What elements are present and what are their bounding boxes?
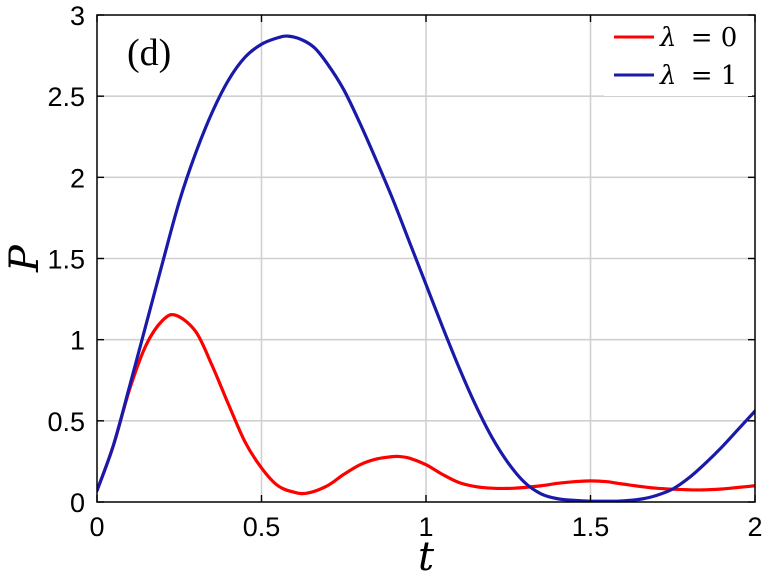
y-tick-label: 2.5 xyxy=(47,82,85,112)
legend-label-lambda-1: λ = 1 xyxy=(659,61,737,91)
y-tick-label: 1 xyxy=(70,326,85,356)
y-tick-label: 2 xyxy=(70,163,85,193)
legend-symbol: λ xyxy=(659,23,676,53)
tick-labels: 0 0.5 1 1.5 2 0 0.5 1 1.5 2 2.5 3 xyxy=(47,1,762,542)
x-tick-label: 1 xyxy=(418,512,433,542)
legend-entry: λ = 0 xyxy=(614,23,737,53)
y-tick-label: 3 xyxy=(70,1,85,31)
tick-marks xyxy=(96,14,756,503)
grid-lines xyxy=(97,15,755,502)
x-tick-label: 0.5 xyxy=(243,512,281,542)
legend-value: = 1 xyxy=(691,61,738,91)
legend-entry: λ = 1 xyxy=(614,61,737,91)
x-tick-label: 2 xyxy=(747,512,762,542)
y-axis-label: P xyxy=(2,244,48,273)
panel-label: (d) xyxy=(127,32,171,74)
x-tick-label: 1.5 xyxy=(572,512,610,542)
x-axis-label: t xyxy=(418,534,435,576)
y-tick-label: 0.5 xyxy=(47,407,85,437)
legend: λ = 0 λ = 1 xyxy=(604,18,752,96)
y-tick-label: 0 xyxy=(70,488,85,518)
series-line-lambda-0 xyxy=(97,313,755,496)
legend-box xyxy=(604,18,752,96)
series-layer xyxy=(97,34,755,502)
x-tick-label: 0 xyxy=(89,512,104,542)
legend-label-lambda-0: λ = 0 xyxy=(659,23,737,53)
y-tick-label: 1.5 xyxy=(47,245,85,275)
legend-symbol: λ xyxy=(659,61,676,91)
series-line-lambda-1 xyxy=(97,34,755,502)
legend-value: = 0 xyxy=(691,23,738,53)
